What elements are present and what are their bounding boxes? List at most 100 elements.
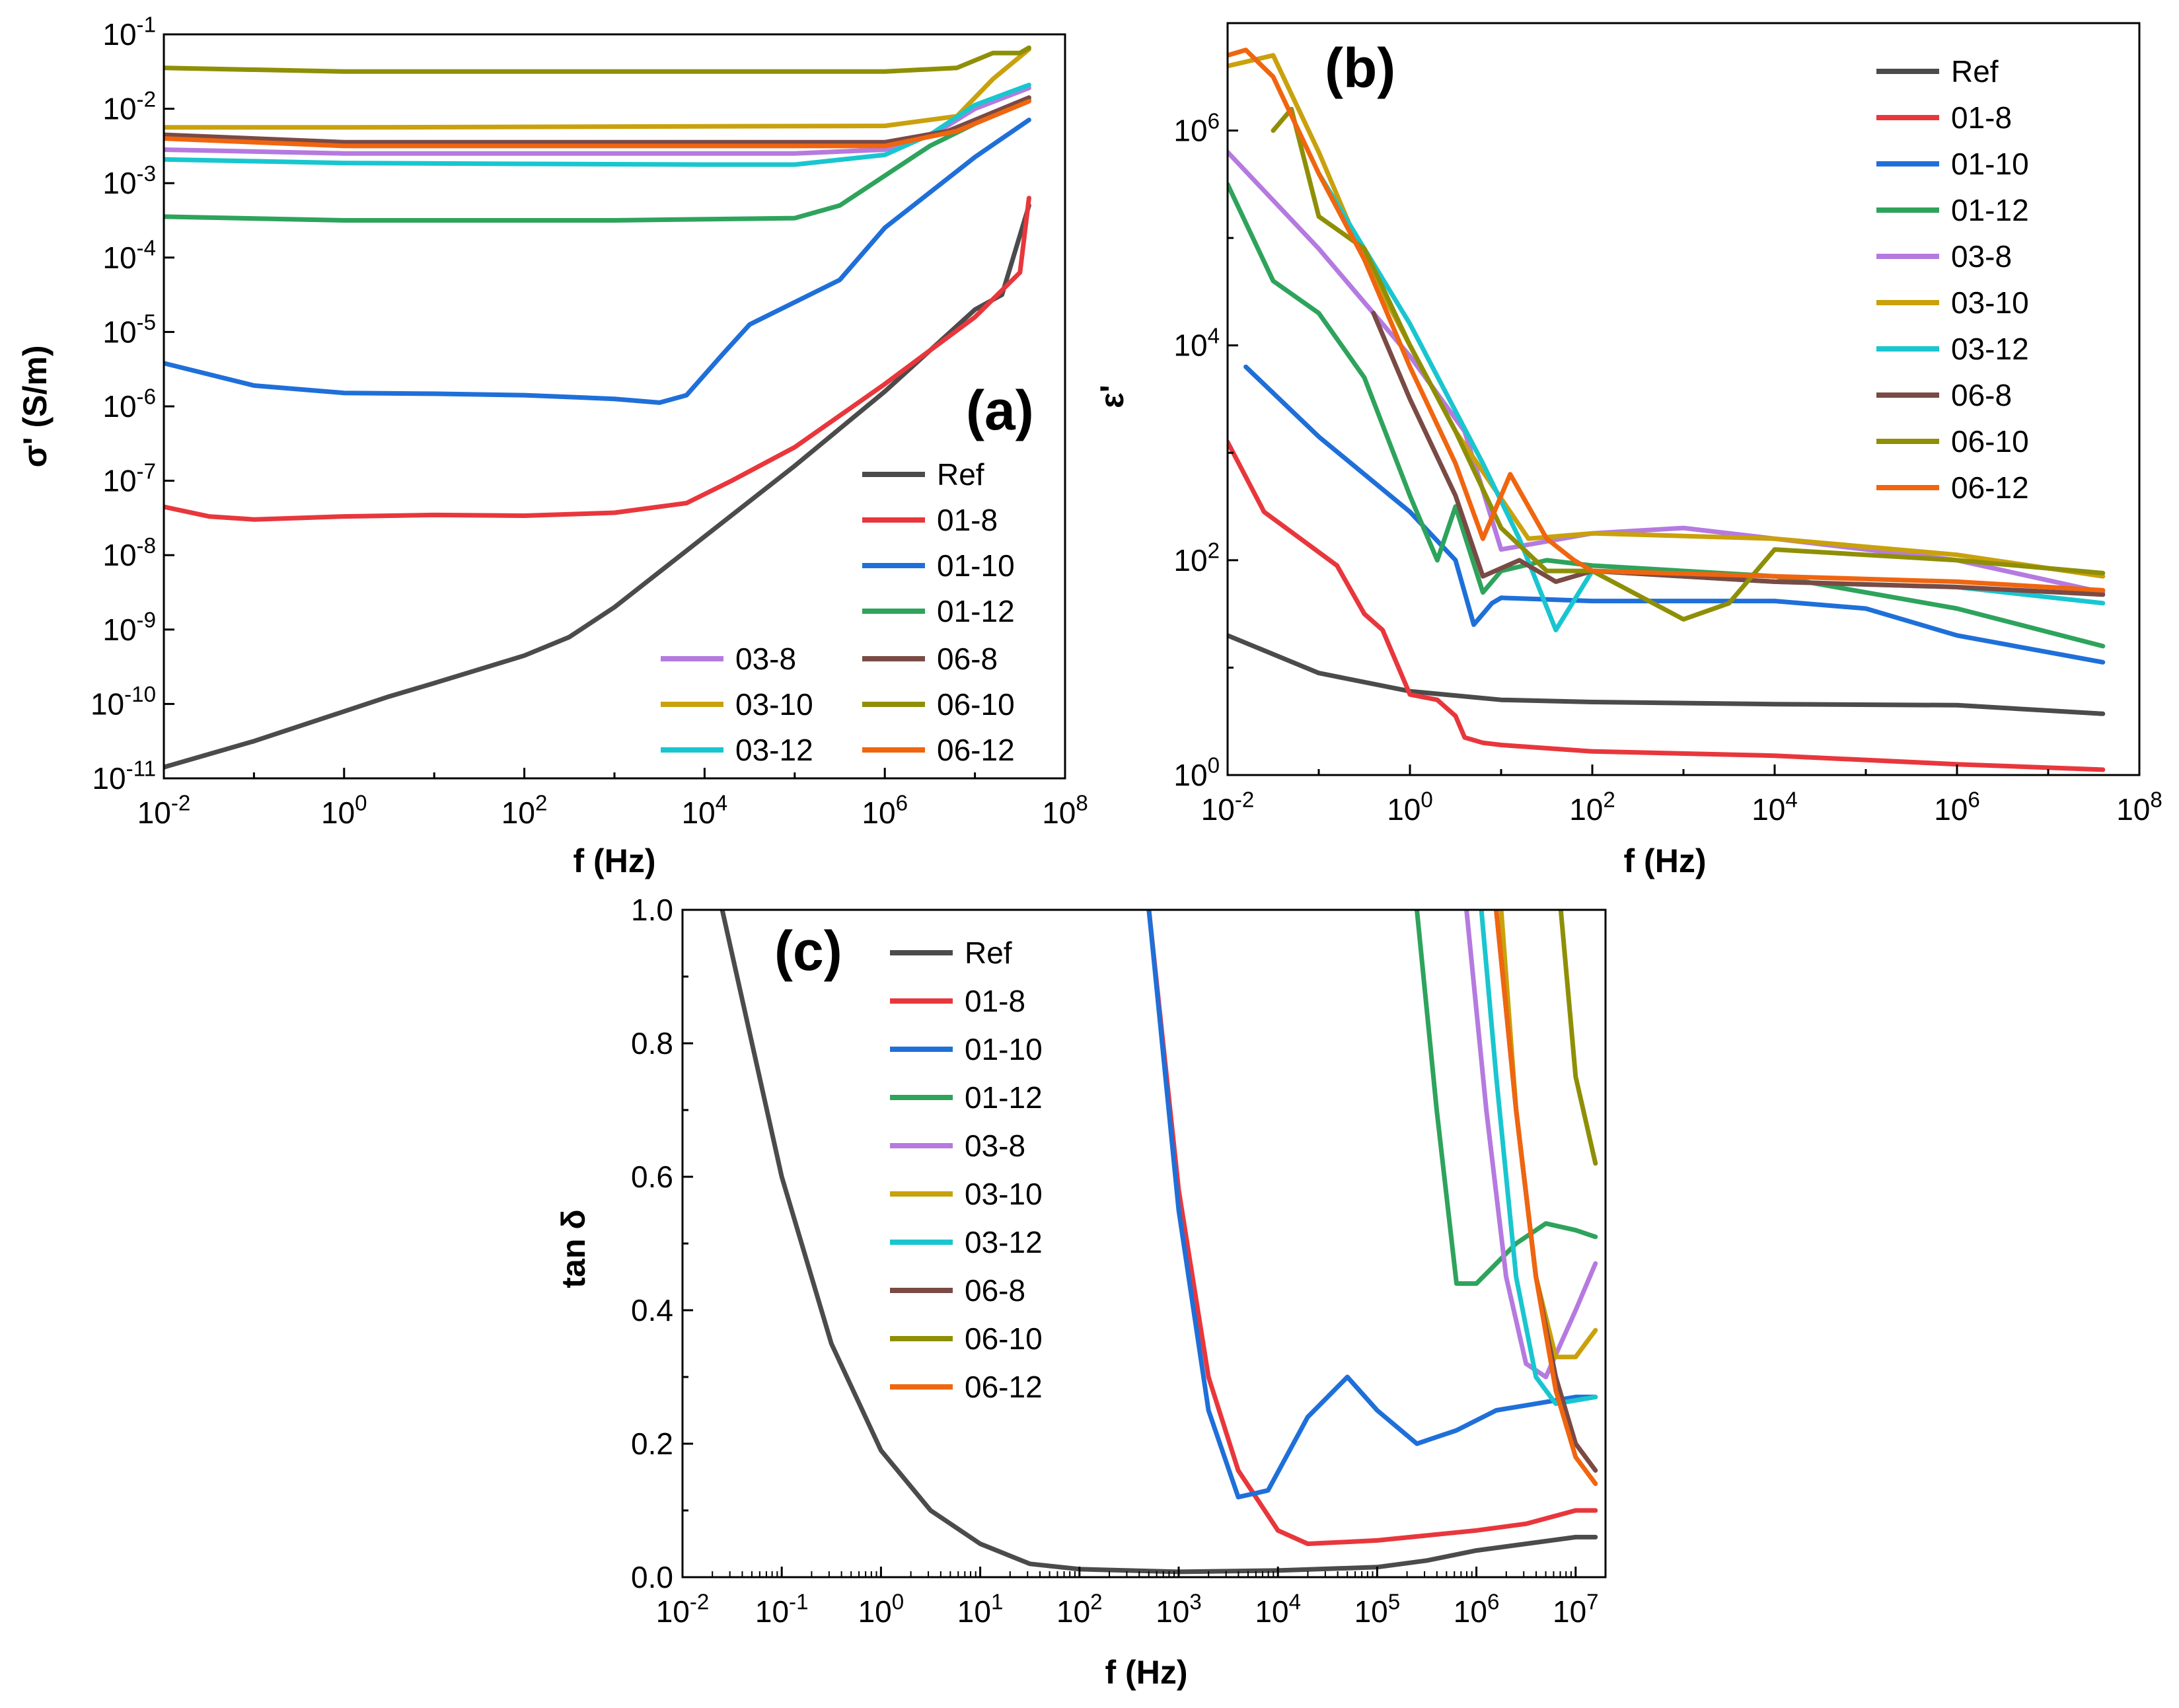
x-axis-label: f (Hz) [1624,842,1707,879]
legend-label-01-10: 01-10 [1951,147,2029,181]
series-line-06-8 [1494,910,1598,1473]
x-tick-label: 102 [1056,1590,1103,1629]
series-line-06-8 [1371,311,2106,597]
y-tick-label: 10-11 [92,757,156,796]
series-line-03-12 [164,83,1031,167]
x-tick-label: 10-2 [656,1590,710,1629]
legend-label-03-12: 03-12 [965,1225,1043,1259]
series-line-01-12 [1415,910,1598,1286]
x-tick-label: 106 [862,792,908,830]
legend-label-03-8: 03-8 [735,642,796,676]
x-tick-label: 10-2 [1201,788,1255,827]
y-tick-label: 104 [1173,324,1220,362]
x-tick-label: 104 [1255,1590,1301,1629]
series-line-06-12 [1494,910,1598,1487]
legend-label-01-8: 01-8 [1951,100,2012,135]
series-line-03-10 [164,47,1031,130]
x-tick-label: 102 [1569,788,1615,827]
y-tick-label: 102 [1173,539,1220,577]
x-tick-label: 103 [1156,1590,1202,1629]
y-tick-label: 10-2 [102,87,156,126]
series-line-01-10 [164,118,1031,405]
panel-label: (c) [774,920,842,982]
x-tick-label: 105 [1354,1590,1401,1629]
series-line-Ref [720,910,1598,1575]
y-tick-label: 10-9 [102,608,156,646]
y-axis-label: tan δ [555,1209,592,1288]
y-tick-label: 100 [1173,754,1220,792]
legend-label-03-12: 03-12 [735,733,813,767]
series-line-01-10 [1146,910,1598,1500]
series-line-01-8 [1146,910,1598,1546]
series-group [1228,48,2106,772]
legend-label-01-12: 01-12 [937,594,1015,628]
y-axis-label: ε' [1093,385,1130,408]
legend-label-01-8: 01-8 [937,503,998,537]
legend: Ref 01-8 01-10 01-12 03-8 03-10 03-12 06-8 06-10… [661,457,1015,767]
y-tick-label: 106 [1173,109,1220,147]
legend-label-Ref: Ref [965,936,1012,970]
y-tick-label: 10-6 [102,385,156,424]
plot-frame [681,909,1607,1578]
legend-label-06-8: 06-8 [937,642,998,676]
legend-label-06-8: 06-8 [1951,378,2012,412]
y-tick-label: 10-4 [102,236,156,274]
legend-label-06-8: 06-8 [965,1273,1025,1308]
x-tick-label: 10-2 [137,792,191,830]
legend-label-03-8: 03-8 [965,1129,1025,1163]
series-line-01-8 [164,196,1031,522]
series-group [164,45,1031,770]
legend-label-03-10: 03-10 [965,1177,1043,1211]
series-line-01-8 [1228,439,2106,772]
x-tick-label: 101 [957,1590,1004,1629]
series-line-Ref [164,203,1031,770]
x-tick-label: 100 [321,792,367,830]
legend-label-01-12: 01-12 [1951,193,2029,227]
legend-label-06-12: 06-12 [965,1370,1043,1404]
legend-label-06-12: 06-12 [937,733,1015,767]
y-tick-label: 10-5 [102,311,156,349]
x-tick-label: 100 [858,1590,905,1629]
x-tick-label: 108 [1042,792,1088,830]
series-line-Ref [1228,633,2106,716]
legend-label-06-10: 06-10 [965,1321,1043,1356]
legend: Ref 01-8 01-10 01-12 03-8 03-10 03-12 06-8 06-10… [890,936,1043,1404]
legend-label-Ref: Ref [937,457,984,492]
y-tick-label: 0.2 [631,1427,673,1461]
legend-label-01-10: 01-10 [937,548,1015,583]
legend-label-06-12: 06-12 [1951,470,2029,505]
x-tick-label: 107 [1553,1590,1599,1629]
x-tick-label: 108 [2116,788,2162,827]
legend-label-03-10: 03-10 [735,687,813,722]
panel-a: 10-2 100 102 104 106 108 10-11 10-10 10-9 10-8 10-… [17,13,1088,879]
legend-label-03-12: 03-12 [1951,332,2029,366]
series-line-01-10 [1243,364,2106,665]
x-tick-label: 102 [501,792,548,830]
y-tick-label: 10-10 [91,683,156,721]
series-line-06-10 [1558,910,1598,1166]
y-tick-label: 10-1 [102,13,156,52]
y-axis-label: σ' (S/m) [17,346,54,468]
legend-label-01-12: 01-12 [965,1080,1043,1115]
series-line-06-10 [164,45,1031,74]
y-tick-label: 10-7 [102,459,156,498]
x-axis-label: f (Hz) [573,842,656,879]
series-line-06-10 [1271,106,2106,622]
y-tick-label: 0.4 [631,1293,673,1327]
series-line-06-12 [164,98,1031,149]
series-line-03-8 [164,85,1031,156]
legend-label-Ref: Ref [1951,54,1999,89]
legend-label-01-10: 01-10 [965,1032,1043,1066]
legend-label-03-10: 03-10 [1951,285,2029,320]
x-axis-label: f (Hz) [1105,1654,1188,1691]
y-tick-label: 10-8 [102,534,156,572]
legend: Ref 01-8 01-10 01-12 03-8 03-10 03-12 06-8 06-10… [1876,54,2029,505]
y-tick-label: 0.0 [631,1560,673,1594]
y-tick-label: 1.0 [631,893,673,927]
x-tick-label: 104 [682,792,728,830]
legend-label-06-10: 06-10 [937,687,1015,722]
legend-label-01-8: 01-8 [965,984,1025,1018]
y-tick-label: 10-3 [102,162,156,200]
